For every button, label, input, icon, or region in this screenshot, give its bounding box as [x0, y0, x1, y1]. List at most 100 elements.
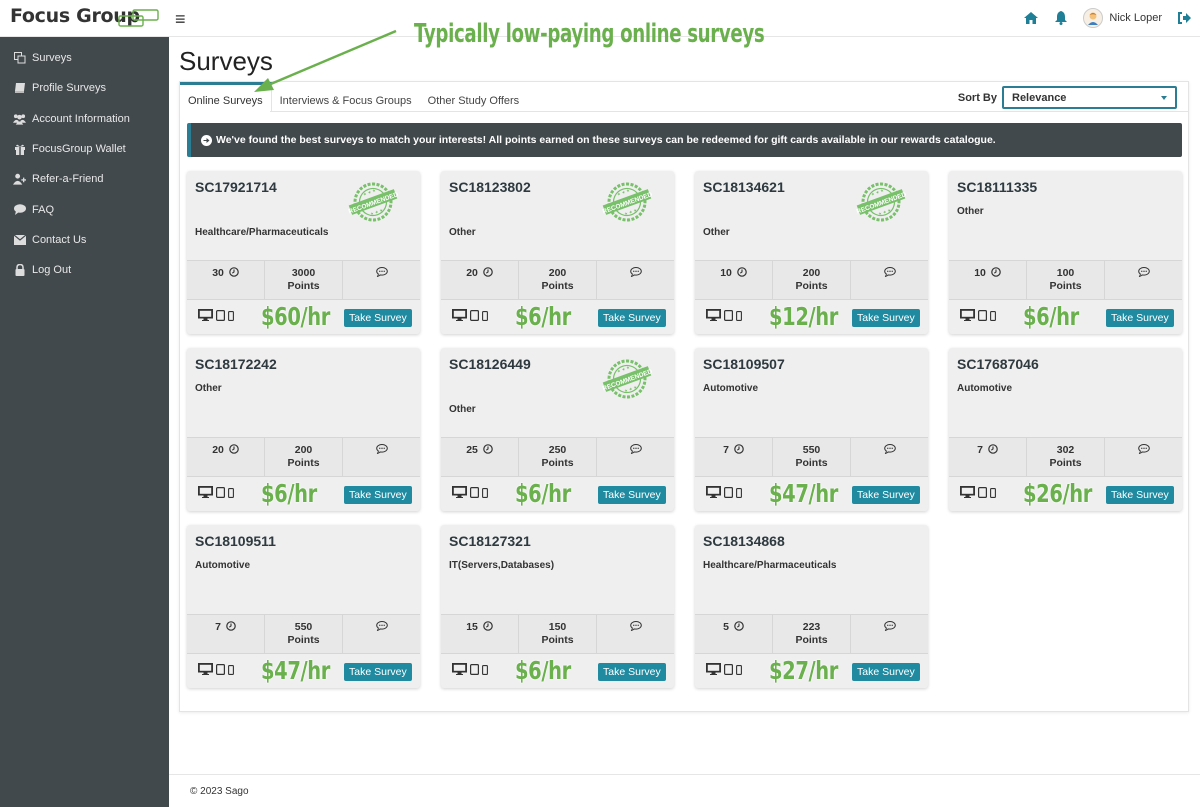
- user-name[interactable]: Nick Loper: [1109, 12, 1162, 24]
- survey-card: SC18127321 IT(Servers,Databases) 15 150 P…: [441, 525, 674, 688]
- sidebar-item-profile-surveys[interactable]: Profile Surveys: [0, 73, 169, 103]
- device-icons: [706, 309, 742, 321]
- survey-comments[interactable]: [1105, 261, 1182, 299]
- comment-dots-icon[interactable]: [1137, 444, 1150, 455]
- survey-stats: 10 100 Points: [949, 260, 1182, 300]
- sidebar-item-contact-us[interactable]: Contact Us: [0, 225, 169, 255]
- take-survey-button[interactable]: Take Survey: [852, 486, 920, 504]
- desktop-icon: [706, 309, 721, 321]
- desktop-icon: [198, 486, 213, 498]
- hourly-rate-annotation: $6/hr: [515, 479, 571, 508]
- survey-stats: 20 200 Points: [187, 437, 420, 477]
- take-survey-button[interactable]: Take Survey: [344, 663, 412, 681]
- sidebar-item-wallet[interactable]: FocusGroup Wallet: [0, 134, 169, 164]
- take-survey-button[interactable]: Take Survey: [852, 663, 920, 681]
- home-icon[interactable]: [1023, 10, 1039, 26]
- comment-dots-icon[interactable]: [375, 621, 388, 632]
- survey-id: SC18111335: [957, 179, 1038, 195]
- hourly-rate-annotation: $6/hr: [515, 302, 571, 331]
- menu-icon[interactable]: ≡: [175, 9, 186, 29]
- sort-control: Sort By Relevance: [958, 86, 1177, 109]
- tab-other-study-offers[interactable]: Other Study Offers: [427, 95, 520, 107]
- device-icons: [706, 486, 742, 498]
- sidebar-item-faq[interactable]: FAQ: [0, 194, 169, 224]
- survey-comments[interactable]: [851, 261, 928, 299]
- sidebar-item-surveys[interactable]: Surveys: [0, 43, 169, 73]
- take-survey-button[interactable]: Take Survey: [598, 663, 666, 681]
- avatar[interactable]: [1083, 8, 1104, 28]
- survey-id: SC17687046: [957, 356, 1039, 372]
- mobile-icon: [990, 488, 996, 498]
- comment-dots-icon[interactable]: [1137, 267, 1150, 278]
- sidebar-item-account-information[interactable]: Account Information: [0, 104, 169, 134]
- tab-online-surveys[interactable]: Online Surveys: [180, 82, 272, 112]
- take-survey-button[interactable]: Take Survey: [598, 486, 666, 504]
- comment-dots-icon[interactable]: [629, 267, 642, 278]
- survey-comments[interactable]: [1105, 438, 1182, 476]
- users-icon: [13, 112, 26, 125]
- take-survey-button[interactable]: Take Survey: [1106, 486, 1174, 504]
- survey-category: Other: [449, 404, 476, 415]
- points-label: Points: [795, 634, 828, 646]
- tab-interviews-focus-groups[interactable]: Interviews & Focus Groups: [279, 95, 412, 107]
- logout-icon[interactable]: [1176, 10, 1192, 26]
- survey-comments[interactable]: [343, 615, 420, 653]
- survey-category: Automotive: [195, 560, 250, 571]
- tablet-icon: [978, 487, 987, 498]
- caret-down-icon: [1161, 96, 1167, 100]
- hourly-rate-annotation: $26/hr: [1023, 479, 1092, 508]
- clock-icon: [736, 267, 747, 277]
- tabs: Online Surveys Interviews & Focus Groups…: [180, 82, 527, 112]
- survey-stats: 20 200 Points: [441, 260, 674, 300]
- clock-icon: [734, 444, 744, 454]
- survey-footer: $12/hr Take Survey: [695, 301, 928, 334]
- sidebar-item-refer-a-friend[interactable]: Refer-a-Friend: [0, 164, 169, 194]
- clock-icon: [482, 267, 493, 277]
- comment-dots-icon[interactable]: [629, 621, 642, 632]
- survey-comments[interactable]: [597, 615, 674, 653]
- comment-dots-icon[interactable]: [883, 267, 896, 278]
- clock-icon: [990, 267, 1001, 277]
- survey-footer: $26/hr Take Survey: [949, 478, 1182, 511]
- survey-duration: 10: [949, 261, 1027, 299]
- survey-card: SC18134621 RECOMMENDED ★ ★ ★ ★ ★ ★ Other…: [695, 171, 928, 334]
- survey-stats: 7 302 Points: [949, 437, 1182, 477]
- survey-id: SC17921714: [195, 179, 277, 195]
- comment-dots-icon[interactable]: [629, 444, 642, 455]
- take-survey-button[interactable]: Take Survey: [852, 309, 920, 327]
- survey-stats: 30 3000 Points: [187, 260, 420, 300]
- survey-duration: 20: [441, 261, 519, 299]
- logo[interactable]: Focus Group: [10, 5, 140, 27]
- take-survey-button[interactable]: Take Survey: [344, 309, 412, 327]
- clock-icon: [988, 444, 998, 454]
- survey-card: SC18126449 RECOMMENDED ★ ★ ★ ★ ★ ★ Other…: [441, 348, 674, 511]
- take-survey-button[interactable]: Take Survey: [1106, 309, 1174, 327]
- take-survey-button[interactable]: Take Survey: [344, 486, 412, 504]
- tablet-icon: [724, 664, 733, 675]
- survey-comments[interactable]: [597, 261, 674, 299]
- survey-comments[interactable]: [851, 615, 928, 653]
- comment-dots-icon[interactable]: [883, 621, 896, 632]
- tablet-icon: [216, 664, 225, 675]
- survey-comments[interactable]: [597, 438, 674, 476]
- mobile-icon: [228, 311, 234, 321]
- points-label: Points: [541, 280, 574, 292]
- survey-footer: $6/hr Take Survey: [441, 478, 674, 511]
- comment-dots-icon[interactable]: [375, 267, 388, 278]
- survey-comments[interactable]: [343, 261, 420, 299]
- svg-text:★ ★ ★: ★ ★ ★: [870, 187, 885, 196]
- sidebar-item-log-out[interactable]: Log Out: [0, 255, 169, 285]
- survey-comments[interactable]: [343, 438, 420, 476]
- hourly-rate-annotation: $6/hr: [261, 479, 317, 508]
- points-label: Points: [1049, 457, 1082, 469]
- hourly-rate-annotation: $47/hr: [769, 479, 838, 508]
- survey-comments[interactable]: [851, 438, 928, 476]
- survey-points: 150 Points: [519, 615, 597, 653]
- comment-dots-icon[interactable]: [375, 444, 388, 455]
- points-label: Points: [287, 457, 320, 469]
- take-survey-button[interactable]: Take Survey: [598, 309, 666, 327]
- bell-icon[interactable]: [1053, 10, 1069, 26]
- points-label: Points: [795, 280, 828, 292]
- sort-select[interactable]: Relevance: [1002, 86, 1177, 109]
- comment-dots-icon[interactable]: [883, 444, 896, 455]
